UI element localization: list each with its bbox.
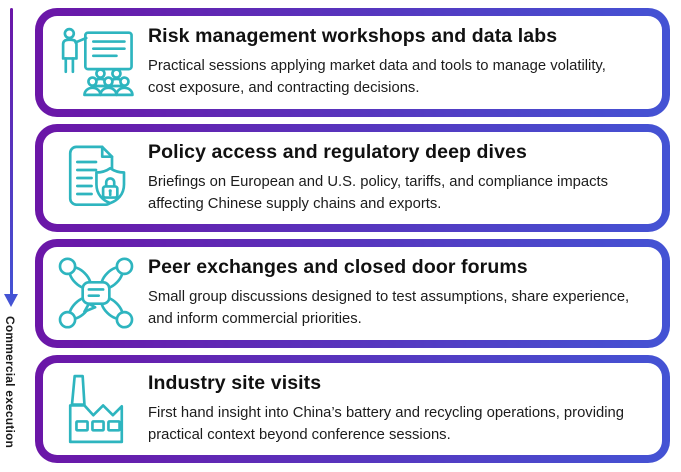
- rail-label: Commercial execution: [3, 316, 17, 449]
- peer-network-icon: [43, 257, 148, 329]
- card-peer-forums: Peer exchanges and closed door forums Sm…: [35, 239, 670, 348]
- document-lock-icon: [43, 141, 148, 215]
- presentation-workshop-icon: [43, 26, 148, 98]
- card-description: First hand insight into China’s battery …: [148, 404, 624, 443]
- card-description: Practical sessions applying market data …: [148, 58, 606, 97]
- card-title: Industry site visits: [148, 371, 322, 394]
- card-title: Peer exchanges and closed door forums: [148, 256, 528, 279]
- down-arrow-icon: [4, 294, 18, 307]
- card-title: Risk management workshops and data labs: [148, 25, 558, 48]
- card-policy-access: Policy access and regulatory deep dives …: [35, 123, 670, 232]
- factory-icon: [43, 369, 148, 449]
- left-rail: Commercial execution: [0, 0, 35, 472]
- card-risk-workshops: Risk management workshops and data labs …: [35, 8, 670, 117]
- card-description: Small group discussions designed to test…: [148, 289, 630, 328]
- cards-column: Risk management workshops and data labs …: [35, 0, 681, 472]
- card-description: Briefings on European and U.S. policy, t…: [148, 173, 609, 212]
- down-arrow-line: [10, 8, 13, 295]
- card-site-visits: Industry site visits First hand insight …: [35, 354, 670, 463]
- card-title: Policy access and regulatory deep dives: [148, 140, 527, 163]
